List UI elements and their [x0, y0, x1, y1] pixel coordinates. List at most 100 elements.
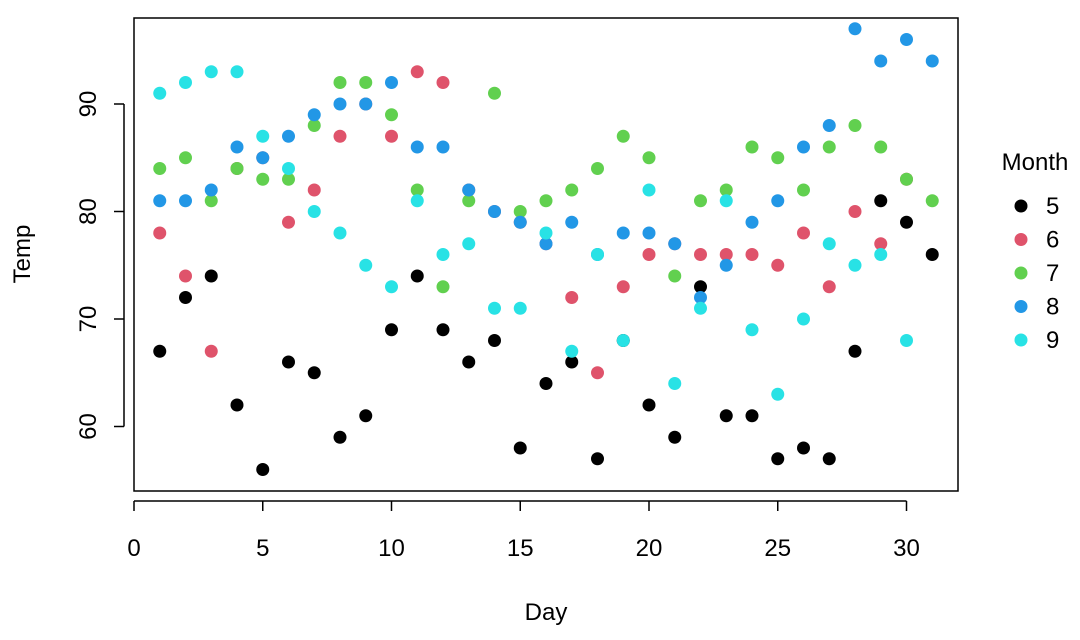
data-point-month-5 — [745, 409, 759, 423]
legend: Month 5 6 7 8 9 — [1002, 149, 1069, 354]
data-point-month-7 — [900, 172, 913, 186]
legend-marker-5 — [1014, 199, 1028, 213]
data-point-month-5 — [642, 398, 656, 412]
data-point-month-8 — [230, 140, 244, 154]
data-point-month-6 — [333, 129, 347, 143]
data-point-month-9 — [462, 237, 476, 251]
data-point-month-5 — [771, 452, 785, 466]
legend-marker-8 — [1014, 300, 1028, 313]
data-point-month-9 — [616, 334, 630, 347]
data-point-month-9 — [900, 334, 913, 347]
data-point-month-7 — [436, 280, 450, 294]
data-point-month-9 — [230, 65, 244, 79]
data-point-month-5 — [256, 463, 270, 476]
data-point-month-8 — [616, 226, 630, 240]
data-point-month-7 — [204, 194, 218, 208]
data-point-month-8 — [694, 291, 707, 304]
data-point-month-9 — [745, 323, 759, 337]
data-point-month-8 — [513, 215, 527, 229]
data-point-month-6 — [874, 237, 888, 251]
data-point-month-5 — [230, 398, 244, 412]
data-point-month-5 — [565, 355, 579, 369]
data-point-month-8 — [307, 108, 321, 122]
data-point-month-6 — [694, 248, 707, 261]
data-point-month-5 — [307, 366, 321, 380]
y-tick-label: 60 — [75, 413, 102, 440]
data-point-month-5 — [282, 355, 295, 369]
data-point-month-8 — [900, 33, 913, 46]
data-point-month-5 — [462, 355, 476, 369]
data-point-month-6 — [719, 248, 733, 261]
data-point-month-8 — [436, 140, 450, 154]
data-point-month-6 — [282, 215, 295, 229]
data-point-month-9 — [436, 248, 450, 261]
data-point-month-7 — [410, 183, 424, 197]
data-point-month-5 — [410, 269, 424, 283]
data-point-month-9 — [488, 301, 501, 315]
data-point-month-7 — [874, 140, 888, 154]
data-point-month-5 — [436, 323, 450, 337]
data-point-month-9 — [307, 205, 321, 218]
data-point-month-5 — [900, 215, 913, 229]
data-point-month-7 — [539, 194, 553, 208]
legend-marker-6 — [1014, 233, 1028, 246]
y-tick-label: 70 — [75, 306, 102, 333]
data-point-month-6 — [771, 258, 785, 272]
data-point-month-9 — [771, 387, 785, 401]
data-point-month-8 — [925, 54, 939, 68]
data-point-month-8 — [333, 97, 347, 111]
data-point-month-8 — [385, 76, 398, 89]
data-point-month-7 — [642, 151, 656, 165]
data-point-month-8 — [822, 119, 836, 132]
data-point-month-5 — [874, 194, 888, 208]
data-point-month-9 — [179, 76, 192, 89]
data-point-month-6 — [591, 366, 604, 380]
data-point-month-5 — [385, 323, 398, 337]
data-point-month-8 — [204, 183, 218, 197]
data-point-month-5 — [333, 430, 347, 444]
data-point-month-5 — [591, 452, 604, 466]
axes: 0 5 10 15 20 25 30 60 70 80 90 — [75, 17, 959, 562]
legend-title: Month — [1002, 149, 1069, 176]
data-point-month-6 — [822, 280, 836, 294]
x-tick-label: 0 — [127, 535, 140, 562]
data-point-month-5 — [668, 430, 682, 444]
legend-label-6: 6 — [1046, 227, 1059, 254]
data-point-month-5 — [513, 441, 527, 455]
data-point-month-8 — [565, 215, 579, 229]
x-axis-title: Day — [525, 599, 568, 626]
data-point-month-9 — [513, 301, 527, 315]
data-point-month-7 — [513, 205, 527, 218]
data-point-month-9 — [642, 183, 656, 197]
data-point-month-5 — [848, 344, 862, 358]
data-point-month-5 — [179, 291, 192, 304]
data-point-month-9 — [385, 280, 398, 294]
y-tick-label: 80 — [75, 198, 102, 225]
data-point-month-6 — [848, 205, 862, 218]
legend-label-7: 7 — [1046, 260, 1059, 287]
legend-label-5: 5 — [1046, 193, 1059, 220]
legend-marker-9 — [1014, 333, 1028, 347]
data-point-month-7 — [848, 119, 862, 132]
data-point-month-6 — [797, 226, 810, 240]
data-point-month-5 — [488, 334, 501, 347]
data-point-month-8 — [745, 215, 759, 229]
data-point-month-8 — [153, 194, 167, 208]
x-tick-label: 10 — [378, 535, 405, 562]
data-point-month-7 — [591, 162, 604, 175]
data-point-month-7 — [745, 140, 759, 154]
data-point-month-8 — [719, 258, 733, 272]
data-point-month-9 — [668, 377, 682, 390]
data-point-month-6 — [436, 76, 450, 89]
data-point-month-5 — [822, 452, 836, 466]
data-point-month-6 — [745, 248, 759, 261]
data-point-month-5 — [694, 280, 707, 294]
x-tick-label: 25 — [764, 535, 791, 562]
data-point-month-8 — [462, 183, 476, 197]
legend-marker-7 — [1014, 266, 1028, 280]
data-point-month-7 — [668, 269, 682, 283]
data-point-month-7 — [822, 140, 836, 154]
x-tick-label: 30 — [893, 535, 920, 562]
data-point-month-9 — [282, 162, 295, 175]
